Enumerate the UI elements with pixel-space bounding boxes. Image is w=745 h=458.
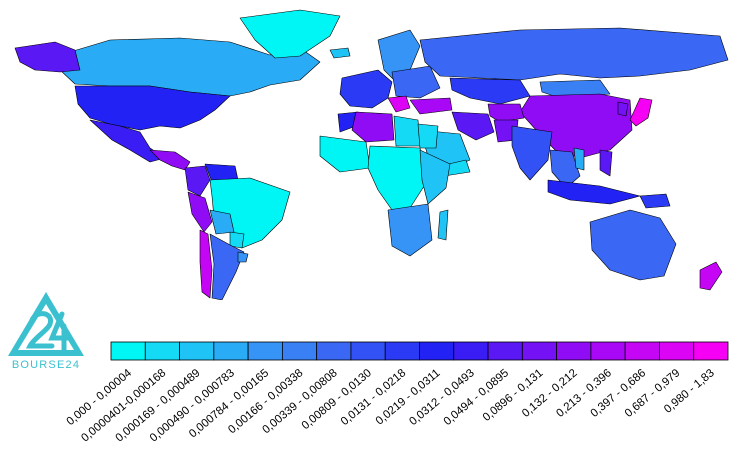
- map-region-algeria: [351, 111, 395, 143]
- map-region-southern-africa: [387, 203, 433, 257]
- map-region-east-africa: [419, 149, 451, 205]
- map-region-turkey: [409, 97, 453, 115]
- legend-swatch: [384, 341, 420, 361]
- brand-name: BOURSE24: [12, 359, 80, 370]
- map-region-argentina: [209, 233, 245, 300]
- color-legend: 0,000 - 0,000040,0000401-0,0001680,00016…: [65, 341, 729, 445]
- map-region-uruguay: [237, 251, 249, 263]
- map-region-western-europe: [339, 69, 393, 109]
- legend-swatch: [590, 341, 626, 361]
- map-region-west-africa: [319, 135, 371, 173]
- map-region-vietnam: [573, 147, 585, 171]
- map-region-bolivia: [209, 209, 235, 235]
- map-region-united-states: [74, 85, 231, 131]
- map-region-eastern-europe: [391, 65, 441, 99]
- logo-mark-icon: [8, 292, 84, 356]
- legend-swatch: [419, 341, 455, 361]
- legend-swatch: [213, 341, 249, 361]
- legend-swatch: [247, 341, 283, 361]
- map-region-colombia: [184, 165, 211, 197]
- map-region-indonesia: [547, 179, 641, 205]
- map-region-greenland: [239, 9, 341, 59]
- map-region-australia: [589, 209, 677, 281]
- bourse24-logo: BOURSE24: [8, 292, 84, 370]
- legend-swatch: [144, 341, 180, 361]
- map-region-japan: [629, 97, 653, 127]
- map-region-peru: [187, 191, 213, 233]
- legend-swatch: [556, 341, 592, 361]
- map-region-korea: [617, 101, 629, 117]
- legend-label: 0,0896 - 0,131: [481, 367, 546, 424]
- legend-swatch: [281, 341, 318, 361]
- map-region-southeast-asia: [549, 149, 581, 189]
- map-region-madagascar: [437, 209, 449, 241]
- legend-swatch: [453, 341, 489, 361]
- map-region-new-zealand: [699, 261, 723, 291]
- legend-swatch: [693, 341, 729, 361]
- legend-swatch: [659, 341, 695, 361]
- map-region-paraguay: [229, 231, 245, 249]
- legend-swatch: [316, 341, 352, 361]
- legend-swatch: [624, 341, 660, 361]
- map-region-libya: [393, 115, 421, 147]
- world-map: [14, 9, 729, 300]
- legend-swatch: [179, 341, 215, 361]
- legend-swatch: [110, 341, 146, 361]
- map-region-canada: [59, 37, 321, 97]
- map-region-egypt: [417, 123, 439, 149]
- map-region-chile: [199, 229, 213, 299]
- legend-swatch: [487, 341, 523, 361]
- map-region-russia: [419, 27, 729, 81]
- map-region-iceland: [329, 47, 351, 59]
- map-region-balkans: [387, 95, 411, 113]
- legend-swatch: [350, 341, 386, 361]
- map-region-brazil: [209, 177, 291, 249]
- map-region-papua-new-guinea: [639, 193, 671, 209]
- map-region-india: [511, 125, 553, 181]
- legend-swatch: [521, 341, 558, 361]
- map-region-afghanistan: [487, 103, 525, 123]
- map-region-alaska: [14, 41, 81, 73]
- map-region-kazakhstan: [449, 77, 531, 105]
- map-region-central-africa: [367, 145, 429, 211]
- map-region-philippines: [599, 149, 613, 177]
- map-region-iran: [451, 111, 495, 141]
